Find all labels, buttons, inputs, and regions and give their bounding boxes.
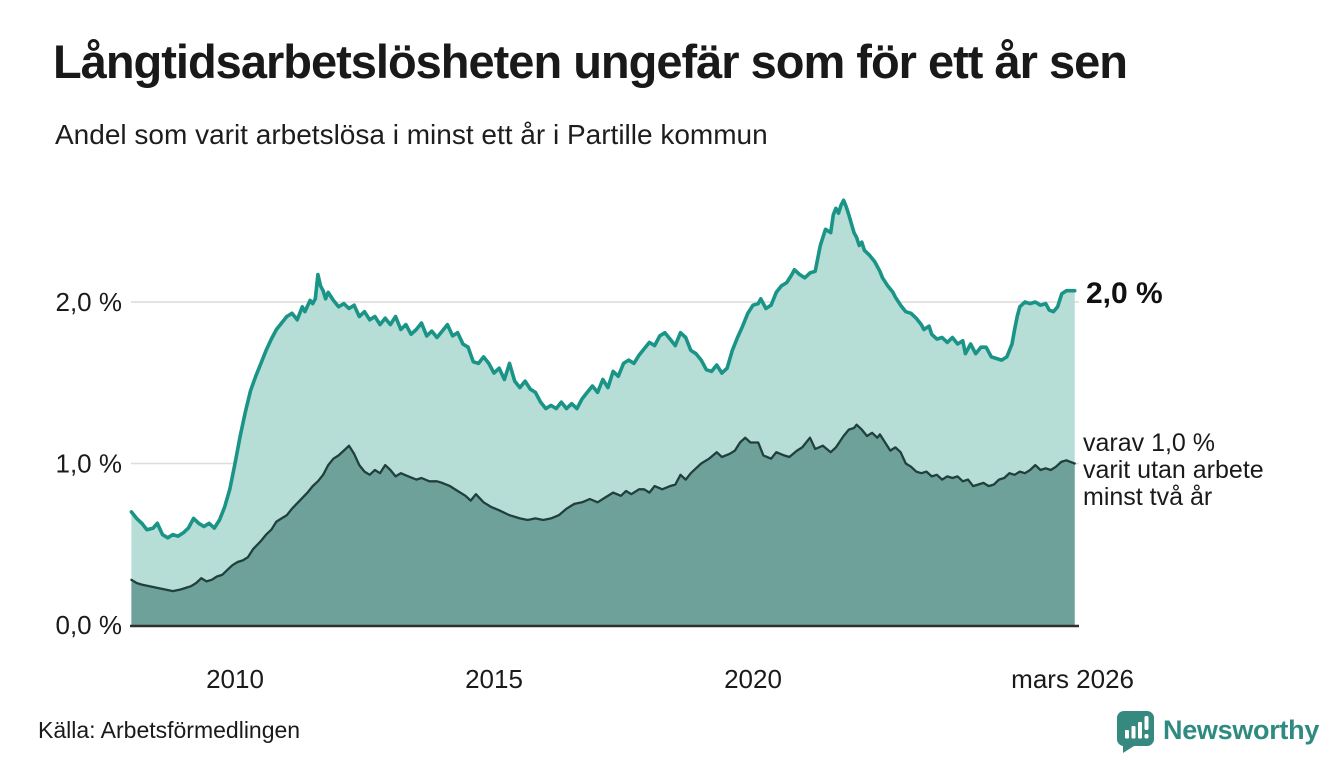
- series-area-subset: [131, 424, 1075, 625]
- brand-name: Newsworthy: [1163, 715, 1320, 745]
- series-line-subset: [130, 423, 1076, 593]
- series-end-label-total: 2,0 %: [1086, 277, 1163, 310]
- brand-logo: Newsworthy: [1117, 711, 1319, 753]
- series-end-label-subset-line2: varit utan arbete: [1083, 456, 1264, 484]
- x-tick-label: mars 2026: [1011, 664, 1134, 694]
- x-tick-label: 2010: [206, 664, 264, 694]
- series-end-label-subset-line3: minst två år: [1083, 483, 1213, 511]
- series-line-total: [129, 198, 1077, 540]
- page-title: Långtidsarbetslösheten ungefär som för e…: [53, 35, 1128, 88]
- page-subtitle: Andel som varit arbetslösa i minst ett å…: [55, 119, 768, 150]
- x-tick-label: 2015: [465, 664, 523, 694]
- y-tick-label: 0,0 %: [56, 610, 123, 640]
- y-tick-label: 2,0 %: [56, 287, 123, 317]
- series-end-label-subset: varav 1,0 % varit utan arbete minst två …: [1083, 430, 1264, 511]
- source-note: Källa: Arbetsförmedlingen: [38, 717, 301, 743]
- series-end-label-subset-line1: varav 1,0 %: [1083, 429, 1216, 457]
- x-tick-label: 2020: [724, 664, 782, 694]
- newsworthy-bubble-barchart-icon: [1117, 711, 1154, 753]
- y-tick-label: 1,0 %: [56, 449, 123, 479]
